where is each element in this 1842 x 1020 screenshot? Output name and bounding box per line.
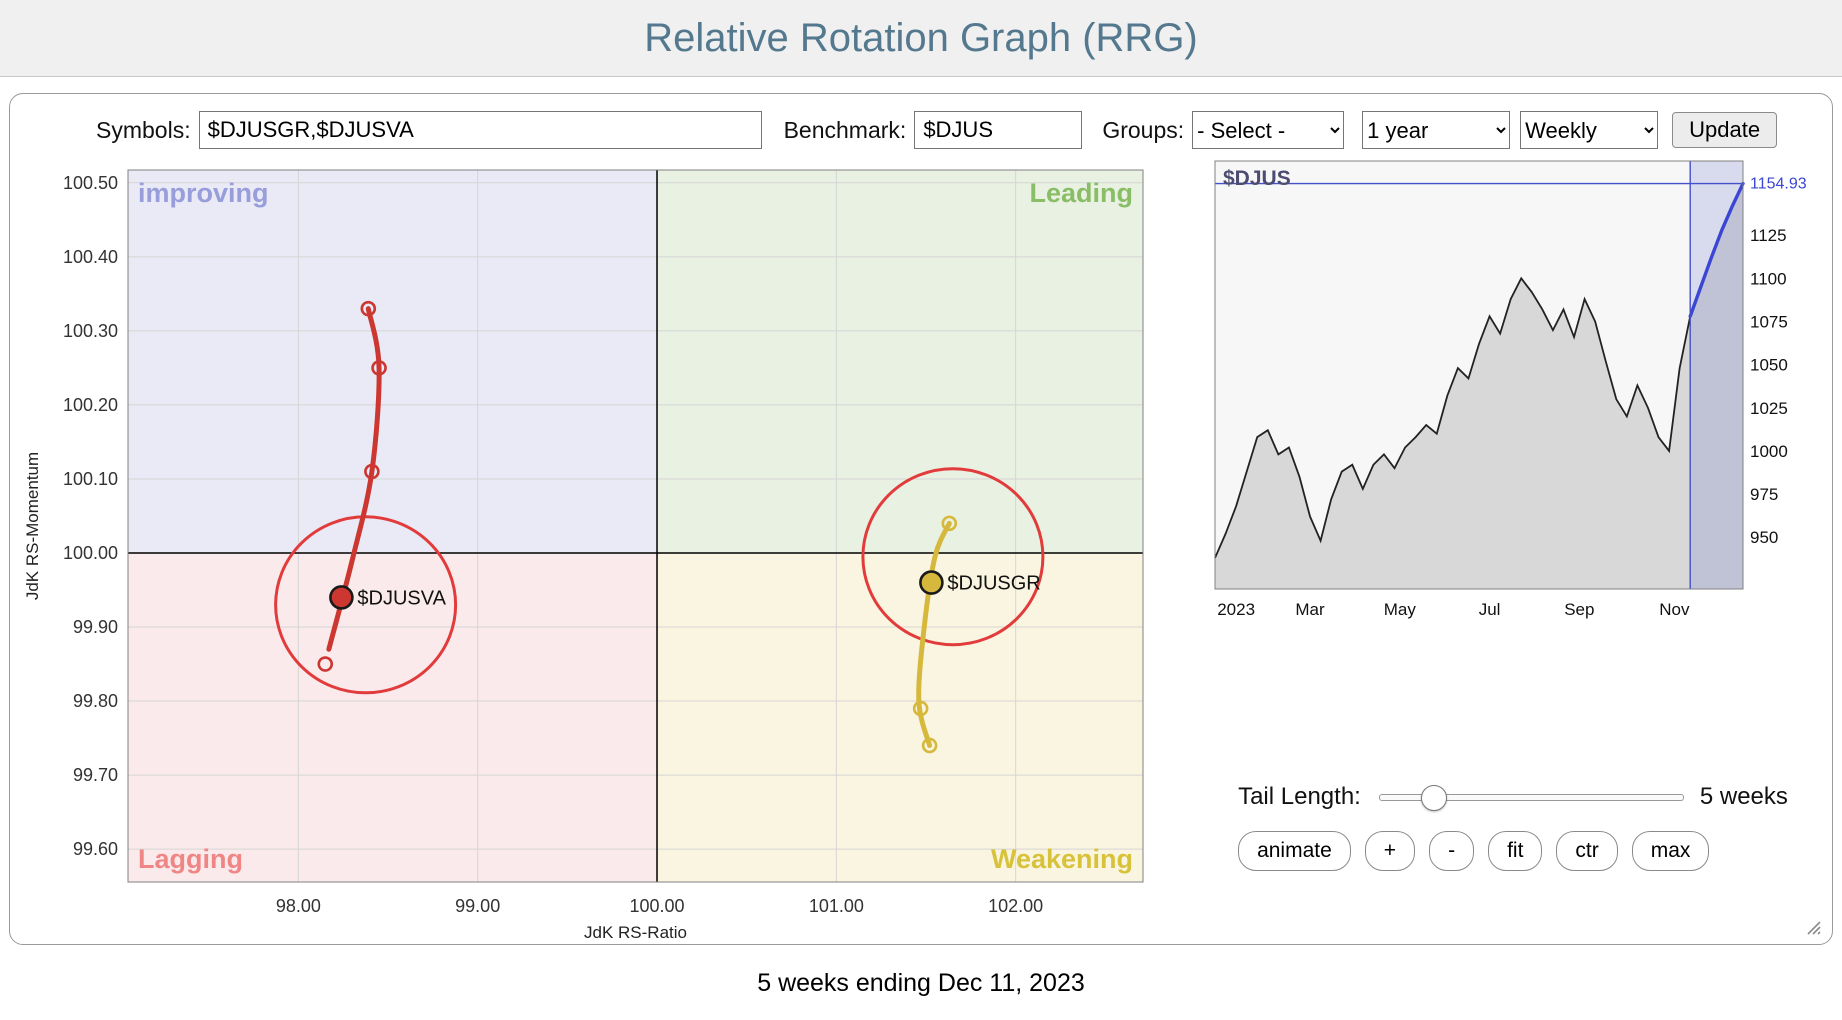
current-marker-djusgr[interactable] (919, 570, 944, 595)
highlight-region (1690, 161, 1744, 589)
tail-length-slider[interactable] (1378, 784, 1684, 811)
price-x-tick-label: Sep (1564, 600, 1594, 619)
toolbar: Symbols: Benchmark: Groups: - Select - 1… (18, 108, 1824, 152)
action-button-minus[interactable]: - (1429, 831, 1475, 871)
action-button-plus[interactable]: + (1364, 831, 1416, 871)
price-y-tick-label: 1000 (1750, 442, 1788, 461)
price-y-tick-label: 950 (1750, 528, 1778, 547)
highlight-ring-djusgr (861, 467, 1045, 647)
price-x-tick-label: Mar (1295, 600, 1325, 619)
y-tick-label: 100.30 (63, 321, 118, 341)
trail-point-djusva (360, 300, 377, 317)
quadrant-leading (657, 170, 1143, 553)
frequency-select[interactable]: Weekly (1520, 111, 1659, 149)
y-tick-label: 99.80 (73, 691, 118, 711)
trail-point-djusgr (941, 515, 958, 532)
x-tick-label: 99.00 (455, 896, 500, 916)
slider-thumb[interactable] (1420, 785, 1447, 811)
x-tick-label: 98.00 (276, 896, 321, 916)
price-y-tick-label: 1025 (1750, 399, 1788, 418)
benchmark-input[interactable] (914, 111, 1083, 149)
action-button-animate[interactable]: animate (1238, 831, 1351, 871)
x-tick-label: 102.00 (988, 896, 1043, 916)
y-tick-label: 100.20 (63, 395, 118, 415)
update-button[interactable]: Update (1672, 112, 1778, 148)
action-button-fit[interactable]: fit (1488, 831, 1543, 871)
period-select[interactable]: 1 year (1362, 111, 1511, 149)
benchmark-symbol-label: $DJUS (1223, 167, 1291, 190)
tail-length-value: 5 weeks (1699, 783, 1788, 810)
benchmark-price-chart: $DJUS 1154.93 1125 1100 1075 1050 1025 1000 975 9… (1214, 160, 1807, 619)
rrg-plot-border (127, 169, 1144, 883)
x-tick-label: 100.00 (629, 896, 684, 916)
x-tick-label: 101.00 (809, 896, 864, 916)
action-buttons-row: animate + - fit ctr max (1214, 831, 1824, 871)
rrg-panel: Symbols: Benchmark: Groups: - Select - 1… (9, 93, 1833, 945)
x-axis-title: JdK RS-Ratio (584, 923, 687, 942)
y-tick-label: 100.00 (63, 543, 118, 563)
price-x-tick-label: May (1384, 600, 1417, 619)
footer-caption: 5 weeks ending Dec 11, 2023 (757, 969, 1085, 997)
price-x-tick-label: Nov (1659, 600, 1690, 619)
action-button-max[interactable]: max (1631, 831, 1710, 871)
series-label-djusgr: $DJUSGR (947, 573, 1040, 595)
trail-point-djusgr (912, 700, 929, 717)
right-column: $DJUS 1154.93 1125 1100 1075 1050 1025 1000 975 9… (1214, 160, 1824, 945)
current-marker-djusva[interactable] (329, 585, 354, 610)
price-y-tick-label: 975 (1750, 485, 1778, 504)
benchmark-label: Benchmark: (783, 116, 907, 143)
trail-point-djusva (364, 463, 380, 480)
rrg-chart[interactable]: 98.00 99.00 100.00 101.00 102.00 99.60 99.70 99… (18, 160, 1200, 945)
y-tick-label: 99.90 (73, 617, 118, 637)
quadrant-lagging (128, 552, 658, 882)
y-tick-label: 99.70 (73, 765, 118, 785)
symbols-label: Symbols: (96, 116, 191, 143)
price-x-tick-label: Jul (1479, 600, 1501, 619)
quadrant-label-weakening: Weakening (991, 844, 1133, 874)
symbols-input[interactable] (198, 111, 762, 149)
app-title: Relative Rotation Graph (RRG) (644, 15, 1198, 60)
price-y-tick-label: 1075 (1750, 313, 1788, 332)
last-value-label: 1154.93 (1750, 176, 1807, 193)
quadrant-label-leading: Leading (1029, 178, 1133, 208)
price-line (1214, 276, 1692, 559)
groups-label: Groups: (1102, 116, 1185, 143)
quadrant-label-lagging: Lagging (138, 844, 243, 874)
quadrant-weakening (657, 552, 1143, 882)
slider-track[interactable] (1378, 794, 1684, 801)
tail-length-label: Tail Length: (1238, 783, 1361, 810)
price-y-tick-label: 1100 (1750, 269, 1787, 288)
price-plot-border (1214, 160, 1744, 590)
trail-point-djusgr (921, 737, 938, 754)
price-x-tick-label: 2023 (1217, 600, 1255, 619)
action-button-ctr[interactable]: ctr (1556, 831, 1618, 871)
price-line-highlight (1688, 181, 1745, 319)
y-tick-label: 100.10 (63, 469, 118, 489)
main-content: 98.00 99.00 100.00 101.00 102.00 99.60 99.70 99… (18, 160, 1824, 945)
y-tick-label: 99.60 (73, 839, 118, 859)
quadrant-label-improving: improving (138, 178, 269, 208)
y-axis-title: JdK RS-Momentum (23, 452, 42, 600)
trail-point-djusva (317, 656, 334, 672)
highlight-ring-djusva (274, 515, 458, 695)
price-y-tick-label: 1125 (1750, 226, 1787, 245)
price-y-tick-label: 1050 (1750, 356, 1788, 375)
y-tick-label: 100.50 (63, 173, 118, 193)
groups-select[interactable]: - Select - (1192, 111, 1345, 149)
price-area (1215, 183, 1744, 590)
app-header: Relative Rotation Graph (RRG) (0, 0, 1842, 77)
trail-point-djusva (371, 360, 387, 376)
y-tick-label: 100.40 (63, 247, 118, 267)
quadrant-improving (128, 170, 658, 553)
series-label-djusva: $DJUSVA (357, 587, 446, 609)
panel-resize-handle-icon[interactable] (1802, 916, 1822, 936)
tail-length-row: Tail Length: 5 weeks (1214, 783, 1824, 811)
